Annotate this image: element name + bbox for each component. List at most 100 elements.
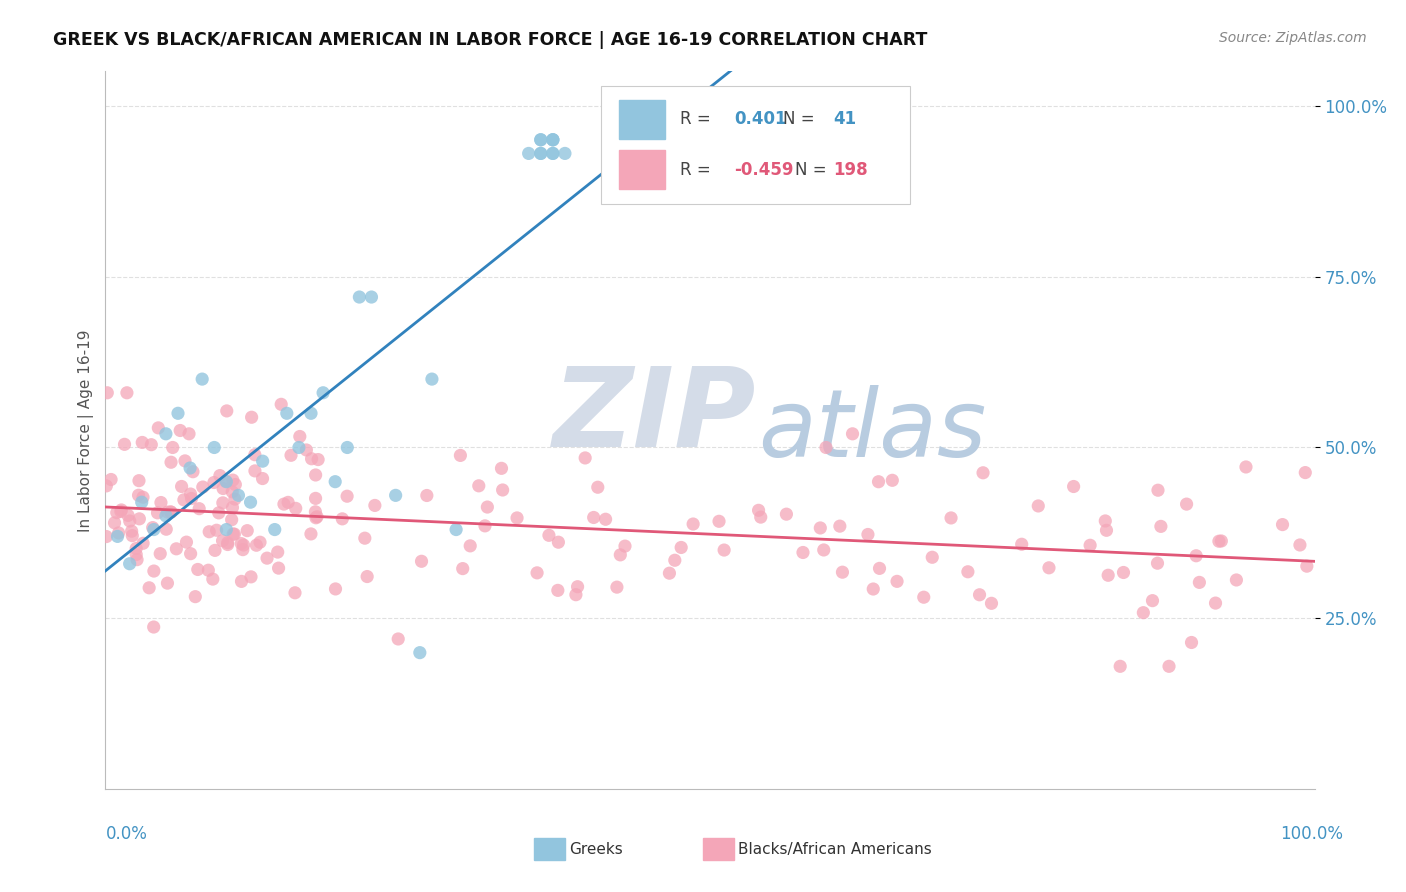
Point — [530, 133, 553, 147]
Point — [276, 406, 298, 420]
Point — [305, 510, 328, 524]
Point — [841, 426, 863, 441]
Point — [541, 133, 564, 147]
Point — [387, 632, 409, 646]
Point — [1271, 517, 1294, 532]
Point — [125, 541, 148, 556]
Point — [118, 514, 141, 528]
Point — [96, 479, 118, 493]
Point — [449, 449, 471, 463]
Point — [451, 561, 474, 575]
Point — [541, 146, 564, 161]
Point — [148, 421, 170, 435]
Point — [256, 551, 278, 566]
Point — [181, 465, 204, 479]
Point — [205, 523, 228, 537]
Text: R =: R = — [681, 161, 716, 178]
Text: Source: ZipAtlas.com: Source: ZipAtlas.com — [1219, 31, 1367, 45]
Point — [474, 519, 496, 533]
Text: 41: 41 — [834, 111, 856, 128]
Point — [886, 574, 908, 589]
Text: 198: 198 — [834, 161, 868, 178]
Point — [198, 524, 221, 539]
Point — [243, 448, 266, 462]
Point — [110, 503, 132, 517]
Point — [142, 523, 165, 537]
Point — [184, 590, 207, 604]
Point — [868, 475, 890, 489]
Point — [574, 450, 596, 465]
Point — [107, 525, 129, 540]
Point — [288, 429, 311, 443]
Point — [1112, 566, 1135, 580]
Point — [270, 397, 292, 411]
Point — [128, 488, 150, 502]
Point — [160, 505, 183, 519]
Point — [360, 290, 382, 304]
Point — [273, 497, 295, 511]
Point — [336, 489, 359, 503]
Point — [224, 527, 246, 541]
Point — [228, 488, 250, 502]
Point — [160, 455, 183, 469]
Point — [165, 541, 187, 556]
Point — [1109, 659, 1132, 673]
Point — [330, 512, 353, 526]
Point — [491, 461, 513, 475]
Point — [155, 508, 177, 523]
Point — [132, 536, 155, 550]
Point — [349, 290, 371, 304]
Point — [526, 566, 548, 580]
Point — [491, 483, 513, 497]
Point — [204, 543, 226, 558]
Point — [972, 466, 994, 480]
Point — [295, 442, 318, 457]
Point — [1097, 568, 1119, 582]
Point — [125, 548, 148, 562]
Point — [862, 582, 884, 596]
Point — [263, 523, 285, 537]
Point — [191, 372, 214, 386]
Point — [547, 583, 569, 598]
Point — [115, 385, 138, 400]
Text: 0.0%: 0.0% — [105, 825, 148, 843]
Point — [217, 537, 239, 551]
Point — [215, 475, 238, 489]
Point — [180, 487, 202, 501]
Point — [353, 531, 375, 545]
Point — [179, 461, 201, 475]
Point — [217, 535, 239, 549]
Point — [364, 499, 387, 513]
Point — [882, 473, 904, 487]
Text: 100.0%: 100.0% — [1279, 825, 1343, 843]
Point — [856, 527, 879, 541]
Point — [208, 506, 231, 520]
Point — [222, 473, 245, 487]
Point — [142, 564, 165, 578]
Point — [547, 535, 569, 549]
Point — [336, 441, 359, 455]
Point — [131, 435, 153, 450]
Point — [664, 553, 686, 567]
Point — [167, 406, 190, 420]
Point — [565, 588, 588, 602]
Point — [759, 146, 782, 161]
Point — [1078, 538, 1101, 552]
Point — [939, 511, 962, 525]
Point — [191, 480, 214, 494]
Point — [149, 495, 172, 509]
Point — [912, 591, 935, 605]
Point — [305, 509, 328, 524]
Point — [707, 514, 730, 528]
Point — [155, 426, 177, 441]
Point — [288, 441, 311, 455]
Point — [831, 565, 853, 579]
Point — [215, 523, 238, 537]
Point — [284, 586, 307, 600]
Point — [107, 529, 129, 543]
Point — [117, 508, 139, 523]
Point — [1146, 556, 1168, 570]
Point — [1294, 466, 1316, 480]
Point — [411, 554, 433, 568]
FancyBboxPatch shape — [602, 86, 910, 204]
